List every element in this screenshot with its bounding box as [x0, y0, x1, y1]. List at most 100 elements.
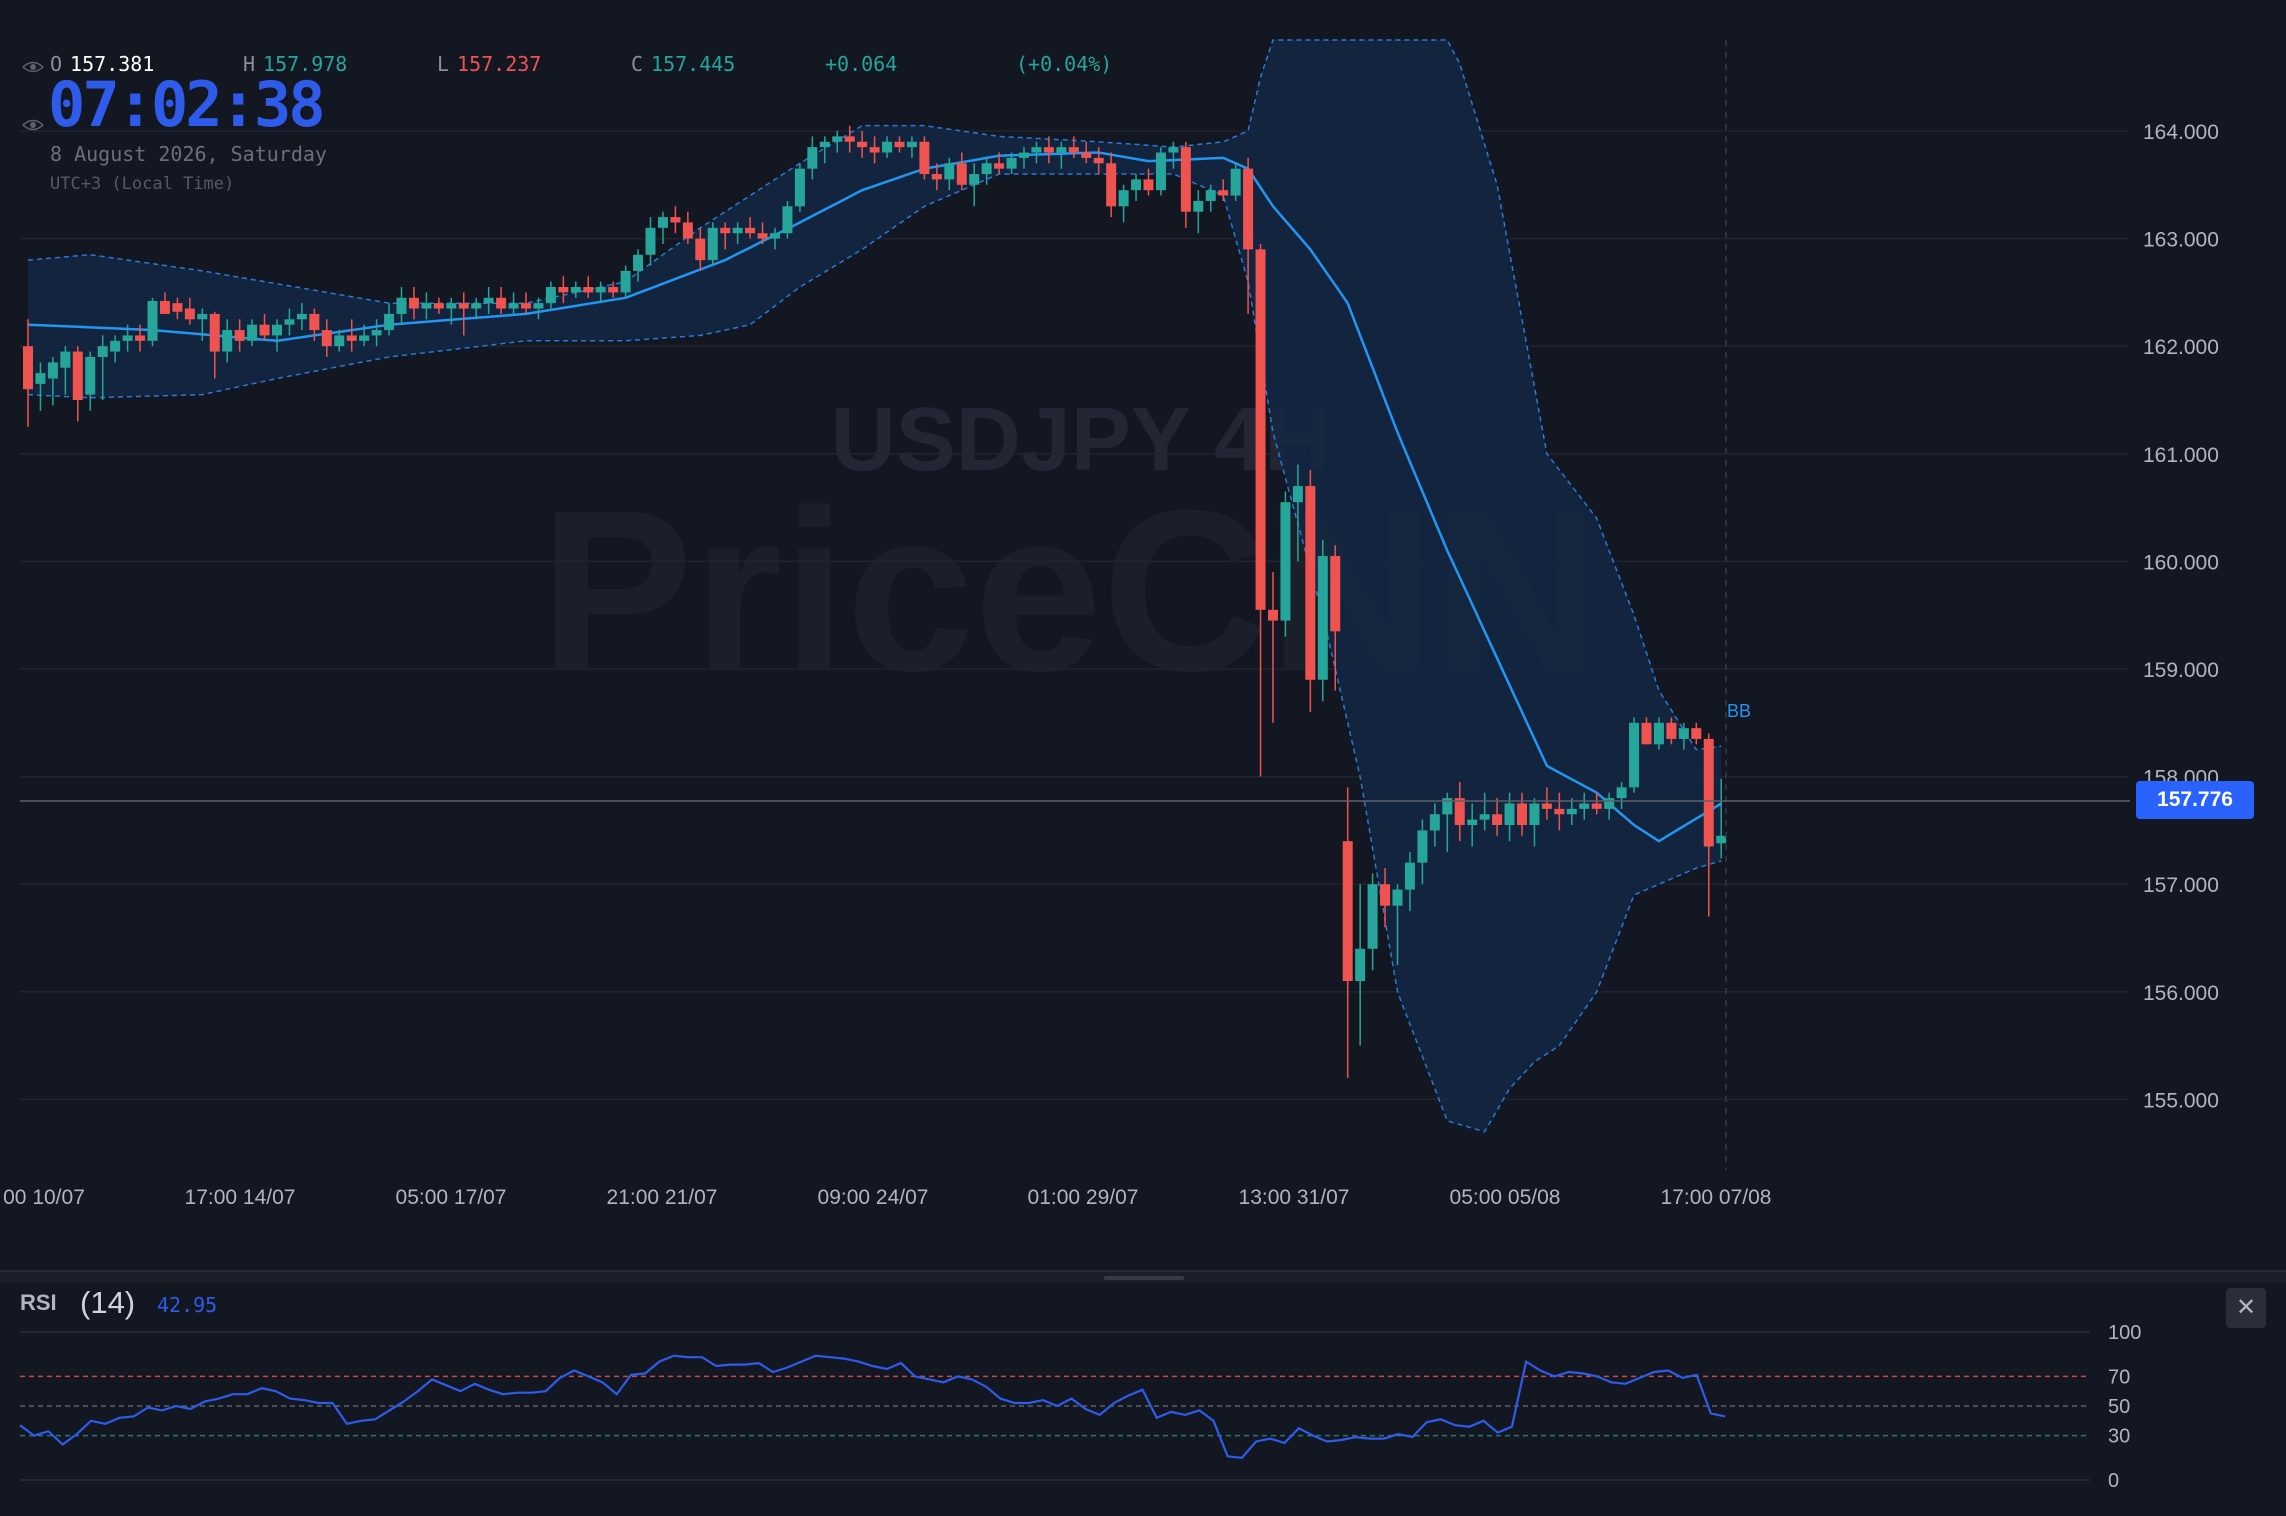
price-tick-label: 162.000 — [2143, 336, 2219, 359]
candle-body — [882, 141, 893, 153]
candle-body — [110, 340, 121, 352]
candle — [1243, 157, 1254, 314]
candle — [147, 297, 158, 347]
candle — [1019, 147, 1029, 169]
candle — [894, 136, 905, 153]
candle-body — [446, 303, 457, 309]
candle-body — [371, 330, 382, 336]
candle-body — [1591, 803, 1602, 809]
bb-lower-band — [27, 173, 1722, 1133]
candle — [384, 303, 395, 336]
candle-body — [458, 303, 469, 309]
candle — [570, 281, 581, 298]
candle — [695, 227, 706, 271]
candle — [1317, 539, 1328, 702]
candle — [1454, 781, 1465, 842]
candle — [259, 313, 270, 341]
close-rsi-button[interactable]: ✕ — [2226, 1288, 2266, 1328]
candle — [1355, 884, 1366, 1046]
candle-body — [906, 141, 917, 148]
candle — [1492, 798, 1503, 836]
candle — [994, 152, 1005, 175]
candle-body — [608, 287, 619, 293]
time-axis[interactable]: 00 10/07 17:00 14/07 05:00 17/07 21:00 21/0… — [3, 1186, 1771, 1209]
candle-body — [222, 330, 233, 352]
candle — [583, 276, 594, 298]
candle-body — [1056, 147, 1067, 153]
candle — [521, 292, 531, 314]
candle-body — [1616, 787, 1627, 799]
candle-body — [259, 324, 270, 336]
candle — [645, 217, 656, 266]
candle — [670, 206, 681, 234]
candle-body — [1317, 556, 1328, 680]
candle — [35, 362, 46, 411]
candle-body — [1006, 157, 1017, 169]
candle — [757, 222, 768, 244]
candle — [1342, 787, 1353, 1078]
candle-body — [184, 308, 195, 320]
clock: 07:02:38 — [48, 68, 326, 141]
candle-body — [570, 287, 581, 293]
candle — [296, 303, 307, 331]
candle-body — [1666, 722, 1677, 739]
time-tick-label: 00 10/07 — [3, 1186, 85, 1209]
candle — [85, 351, 96, 411]
candle — [1006, 152, 1017, 175]
candle — [508, 292, 519, 314]
eye-icon[interactable] — [22, 60, 44, 74]
candle-body — [1143, 179, 1154, 191]
candle-body — [545, 287, 556, 304]
candle — [1218, 179, 1229, 201]
candle — [844, 125, 855, 153]
candle — [682, 211, 693, 244]
eye-icon[interactable] — [22, 118, 44, 132]
pane-resize-handle[interactable] — [1104, 1276, 1184, 1280]
candle-body — [85, 356, 96, 395]
candle-body — [533, 303, 544, 309]
candle-body — [471, 303, 482, 309]
candle-body — [209, 313, 220, 352]
ohlc-low: L 157.237 — [437, 52, 542, 76]
candle-body — [1691, 728, 1702, 739]
candle-body — [1380, 884, 1391, 906]
candle — [1255, 243, 1266, 777]
candle — [60, 346, 71, 395]
candle-body — [757, 233, 768, 239]
price-tick-label: 155.000 — [2143, 1089, 2219, 1112]
candle-body — [135, 335, 146, 341]
candle-body — [1168, 147, 1179, 153]
candle — [745, 217, 756, 239]
candle-body — [1268, 609, 1278, 621]
candle — [346, 319, 357, 352]
rsi-chart: 100 70 50 30 0 — [19, 1322, 2141, 1492]
candle — [197, 308, 208, 341]
candle — [1691, 722, 1702, 745]
candle-body — [384, 313, 395, 331]
candle — [1180, 141, 1191, 228]
candle — [446, 297, 457, 325]
candle — [857, 131, 868, 158]
candle — [1031, 141, 1042, 164]
timezone-label: UTC+3 (Local Time) — [50, 174, 235, 194]
candle — [284, 308, 295, 336]
candle-body — [1579, 803, 1590, 809]
candle-body — [97, 346, 108, 357]
watermark-symbol: USDJPY 4H — [831, 390, 1330, 490]
candle-body — [159, 301, 170, 314]
candle-body — [931, 174, 942, 180]
candle-body — [147, 301, 158, 341]
candle — [1131, 174, 1142, 201]
candle-body — [1504, 803, 1515, 826]
chart-overlays: BB — [20, 40, 2130, 1170]
candle-body — [72, 351, 83, 400]
price-axis[interactable]: 164.000 163.000 162.000 161.000 160.000 159.0… — [2143, 121, 2219, 1112]
candle-body — [1118, 190, 1129, 207]
price-tick-label: 156.000 — [2143, 982, 2219, 1005]
candle — [620, 265, 631, 298]
candle-body — [1641, 722, 1652, 745]
candle-body — [1355, 948, 1366, 982]
candle-body — [284, 319, 295, 325]
candle-body — [483, 297, 494, 304]
